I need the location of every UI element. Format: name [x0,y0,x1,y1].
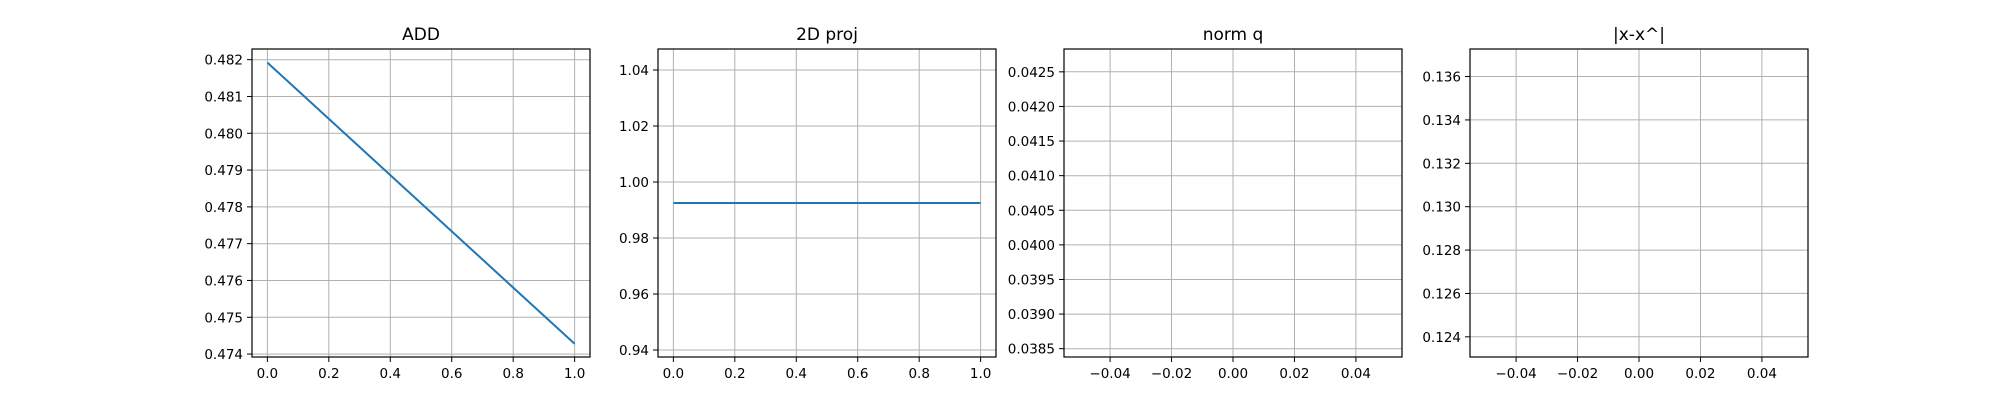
y-tick-label: 0.482 [204,53,243,69]
x-tick-label: 0.00 [1624,366,1654,382]
x-tick-label: 0.04 [1747,366,1777,382]
x-tick-label: 0.4 [786,366,807,382]
x-tick-label: 0.6 [441,366,462,382]
plot-frame [657,48,997,358]
x-tick-label: −0.02 [1557,366,1598,382]
x-tick-label: 1.0 [564,366,585,382]
y-tick-label: 0.474 [204,347,243,363]
y-tick-label: 0.136 [1422,70,1461,86]
y-tick-label: 0.124 [1422,330,1461,346]
series-line [266,61,576,345]
y-tick-label: 0.126 [1422,286,1461,302]
y-tick-label: 0.132 [1422,156,1461,172]
y-tick-label: 0.130 [1422,200,1461,216]
y-tick-label: 1.02 [619,119,649,135]
y-tick-label: 0.96 [619,287,649,303]
y-tick-label: 0.479 [204,163,243,179]
y-tick-label: 0.0400 [1008,238,1055,254]
y-tick-label: 0.475 [204,310,243,326]
x-tick-label: 0.8 [908,366,929,382]
x-tick-label: 0.04 [1341,366,1371,382]
y-tick-label: 0.0410 [1008,169,1055,185]
x-tick-label: 0.2 [318,366,339,382]
panel-norm-q: norm q −0.04 −0.02 0.00 0.02 0.04 0.0385 0.039… [1008,25,1403,382]
x-tick-label: 0.02 [1685,366,1715,382]
y-tick-label: 0.481 [204,89,243,105]
panel-x-error: |x-x^| −0.04 −0.02 0.00 0.02 0.04 0.124 0.126 0… [1422,25,1809,382]
chart-title: |x-x^| [1613,25,1665,45]
x-tick-label: 0.0 [257,366,278,382]
x-tick-label: 0.00 [1218,366,1248,382]
y-tick-label: 0.0390 [1008,307,1055,323]
y-tick-label: 0.0395 [1008,272,1055,288]
x-tick-label: 0.8 [502,366,523,382]
y-tick-label: 0.128 [1422,243,1461,259]
y-tick-label: 0.478 [204,200,243,216]
x-tick-label: −0.02 [1151,366,1192,382]
x-tick-label: 0.0 [663,366,684,382]
y-tick-label: 0.0385 [1008,342,1055,358]
y-tick-label: 1.00 [619,175,649,191]
x-tick-label: 0.4 [380,366,401,382]
y-tick-label: 0.94 [619,343,649,359]
chart-title: norm q [1203,25,1264,45]
x-tick-label: 1.0 [970,366,991,382]
chart-title: ADD [402,25,440,45]
y-tick-label: 0.477 [204,237,243,253]
panel-add: ADD 0.0 0.2 0.4 0.6 0.8 1.0 0.474 0.475 0.476 0.4… [204,25,591,382]
y-tick-label: 0.0420 [1008,99,1055,115]
y-tick-label: 0.476 [204,273,243,289]
panel-2d-proj: 2D proj 0.0 0.2 0.4 0.6 0.8 1.0 0.94 0.96 0.98 1.… [619,25,997,382]
y-tick-label: 0.0405 [1008,203,1055,219]
y-tick-label: 1.04 [619,63,649,79]
chart-title: 2D proj [796,25,858,45]
x-tick-label: −0.04 [1495,366,1536,382]
x-tick-label: −0.04 [1089,366,1130,382]
y-tick-label: 0.98 [619,231,649,247]
y-tick-label: 0.480 [204,126,243,142]
x-tick-label: 0.02 [1279,366,1309,382]
x-tick-label: 0.6 [847,366,868,382]
y-tick-label: 0.0415 [1008,134,1055,150]
y-tick-label: 0.0425 [1008,65,1055,81]
x-tick-label: 0.2 [724,366,745,382]
y-tick-label: 0.134 [1422,113,1461,129]
plot-frame [251,48,591,358]
